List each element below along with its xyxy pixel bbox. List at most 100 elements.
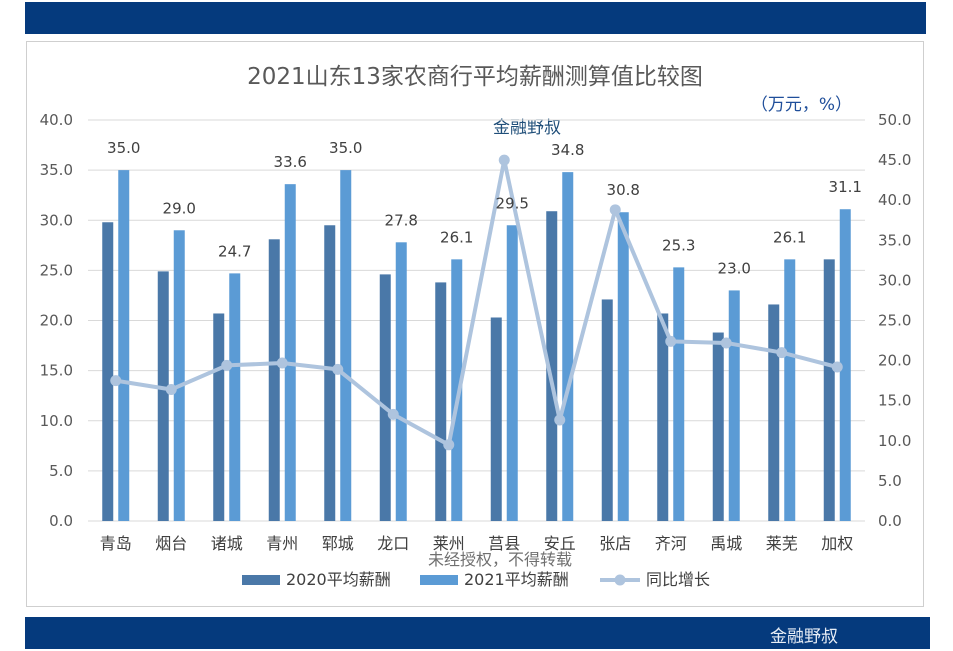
y-right-tick-label: 40.0 bbox=[878, 191, 911, 209]
chart-title: 2021山东13家农商行平均薪酬测算值比较图 bbox=[247, 64, 703, 90]
bar-2020 bbox=[601, 299, 613, 521]
legend-marker-growth bbox=[614, 574, 626, 586]
watermark-notice: 未经授权，不得转载 bbox=[428, 550, 572, 569]
bar-2021 bbox=[784, 259, 796, 521]
chart-frame bbox=[26, 41, 924, 607]
growth-point bbox=[554, 414, 566, 426]
data-label-2021: 31.1 bbox=[829, 178, 862, 196]
bar-2021 bbox=[118, 170, 130, 521]
data-label-2021: 26.1 bbox=[773, 228, 806, 246]
data-label-2021: 33.6 bbox=[274, 153, 307, 171]
bar-2020 bbox=[490, 317, 502, 521]
growth-point bbox=[276, 357, 288, 369]
data-label-2021: 35.0 bbox=[329, 139, 362, 157]
y-right-tick-label: 30.0 bbox=[878, 271, 911, 289]
legend-label-2020: 2020平均薪酬 bbox=[286, 570, 391, 589]
growth-point bbox=[720, 337, 732, 349]
bar-2020 bbox=[379, 274, 391, 521]
y-left-tick-label: 40.0 bbox=[40, 111, 73, 129]
header-bar bbox=[25, 2, 926, 34]
data-label-2021: 24.7 bbox=[218, 242, 251, 260]
growth-line bbox=[115, 158, 838, 447]
y-left-tick-label: 25.0 bbox=[40, 261, 73, 279]
y-right-tick-label: 15.0 bbox=[878, 392, 911, 410]
growth-point bbox=[831, 361, 843, 373]
bar-2020 bbox=[823, 259, 835, 521]
bar-2020 bbox=[546, 211, 558, 522]
unit-note: （万元，%） bbox=[751, 95, 852, 115]
bar-2020 bbox=[712, 332, 724, 521]
bar-2020 bbox=[657, 313, 669, 521]
bar-2021 bbox=[284, 184, 296, 521]
bar-2020 bbox=[435, 282, 447, 521]
bar-2020 bbox=[157, 271, 169, 521]
bar-2021 bbox=[839, 209, 851, 521]
bar-2021 bbox=[617, 212, 629, 522]
growth-point bbox=[665, 335, 677, 347]
bar-2020 bbox=[268, 239, 280, 522]
growth-point bbox=[776, 347, 788, 359]
data-label-2021: 34.8 bbox=[551, 141, 584, 159]
legend-label-2021: 2021平均薪酬 bbox=[464, 570, 569, 589]
y-left-tick-label: 15.0 bbox=[40, 362, 73, 380]
data-label-2021: 23.0 bbox=[718, 259, 751, 277]
x-tick-label: 龙口 bbox=[377, 534, 409, 553]
y-right-tick-label: 25.0 bbox=[878, 312, 911, 330]
legend-swatch-2021 bbox=[420, 575, 458, 585]
bar-2021 bbox=[506, 225, 518, 521]
growth-point bbox=[332, 363, 344, 375]
growth-point bbox=[110, 375, 122, 387]
y-right-tick-label: 0.0 bbox=[878, 512, 902, 530]
y-right-tick-label: 5.0 bbox=[878, 472, 902, 490]
x-tick-label: 加权 bbox=[821, 534, 853, 553]
growth-point bbox=[165, 383, 177, 395]
y-left-tick-label: 30.0 bbox=[40, 211, 73, 229]
data-label-2021: 29.0 bbox=[163, 199, 196, 217]
footer-bar bbox=[25, 617, 930, 649]
data-label-2021: 26.1 bbox=[440, 228, 473, 246]
x-tick-label: 张店 bbox=[599, 534, 631, 553]
y-right-tick-label: 50.0 bbox=[878, 111, 911, 129]
x-tick-label: 禹城 bbox=[710, 534, 742, 553]
x-tick-label: 青岛 bbox=[100, 534, 132, 553]
x-tick-label: 莱芜 bbox=[766, 534, 798, 553]
y-right-tick-label: 20.0 bbox=[878, 352, 911, 370]
x-tick-label: 莱州 bbox=[433, 534, 465, 553]
growth-point bbox=[498, 154, 510, 166]
footer-brand: 金融野叔 bbox=[770, 627, 838, 647]
growth-point bbox=[609, 204, 621, 216]
y-right-tick-label: 35.0 bbox=[878, 231, 911, 249]
legend-swatch-2020 bbox=[242, 575, 280, 585]
bar-2021 bbox=[673, 267, 685, 521]
y-left-tick-label: 35.0 bbox=[40, 161, 73, 179]
y-left-tick-label: 10.0 bbox=[40, 412, 73, 430]
data-label-2021: 27.8 bbox=[385, 211, 418, 229]
growth-point bbox=[443, 439, 455, 451]
bar-2020 bbox=[102, 222, 114, 521]
x-tick-label: 郓城 bbox=[322, 534, 354, 553]
legend-label-growth: 同比增长 bbox=[646, 570, 710, 589]
data-label-2021: 25.3 bbox=[662, 236, 695, 254]
bar-2021 bbox=[728, 290, 740, 521]
bar-2021 bbox=[229, 273, 241, 521]
bar-2021 bbox=[173, 230, 185, 521]
bar-2020 bbox=[768, 304, 780, 521]
y-left-tick-label: 0.0 bbox=[49, 512, 73, 530]
growth-point bbox=[221, 359, 233, 371]
y-right-tick-label: 45.0 bbox=[878, 151, 911, 169]
y-left-tick-label: 20.0 bbox=[40, 312, 73, 330]
watermark-brand: 金融野叔 bbox=[493, 118, 561, 138]
x-tick-label: 诸城 bbox=[211, 534, 243, 553]
y-right-tick-label: 10.0 bbox=[878, 432, 911, 450]
growth-point bbox=[387, 408, 399, 420]
bar-2021 bbox=[340, 170, 352, 521]
x-tick-label: 莒县 bbox=[488, 534, 520, 553]
data-label-2021: 30.8 bbox=[607, 181, 640, 199]
x-tick-label: 烟台 bbox=[155, 534, 187, 553]
bar-2021 bbox=[395, 242, 407, 521]
bar-2020 bbox=[324, 225, 336, 521]
bar-2020 bbox=[213, 313, 225, 521]
bar-2021 bbox=[451, 259, 463, 521]
x-tick-label: 青州 bbox=[266, 534, 298, 553]
